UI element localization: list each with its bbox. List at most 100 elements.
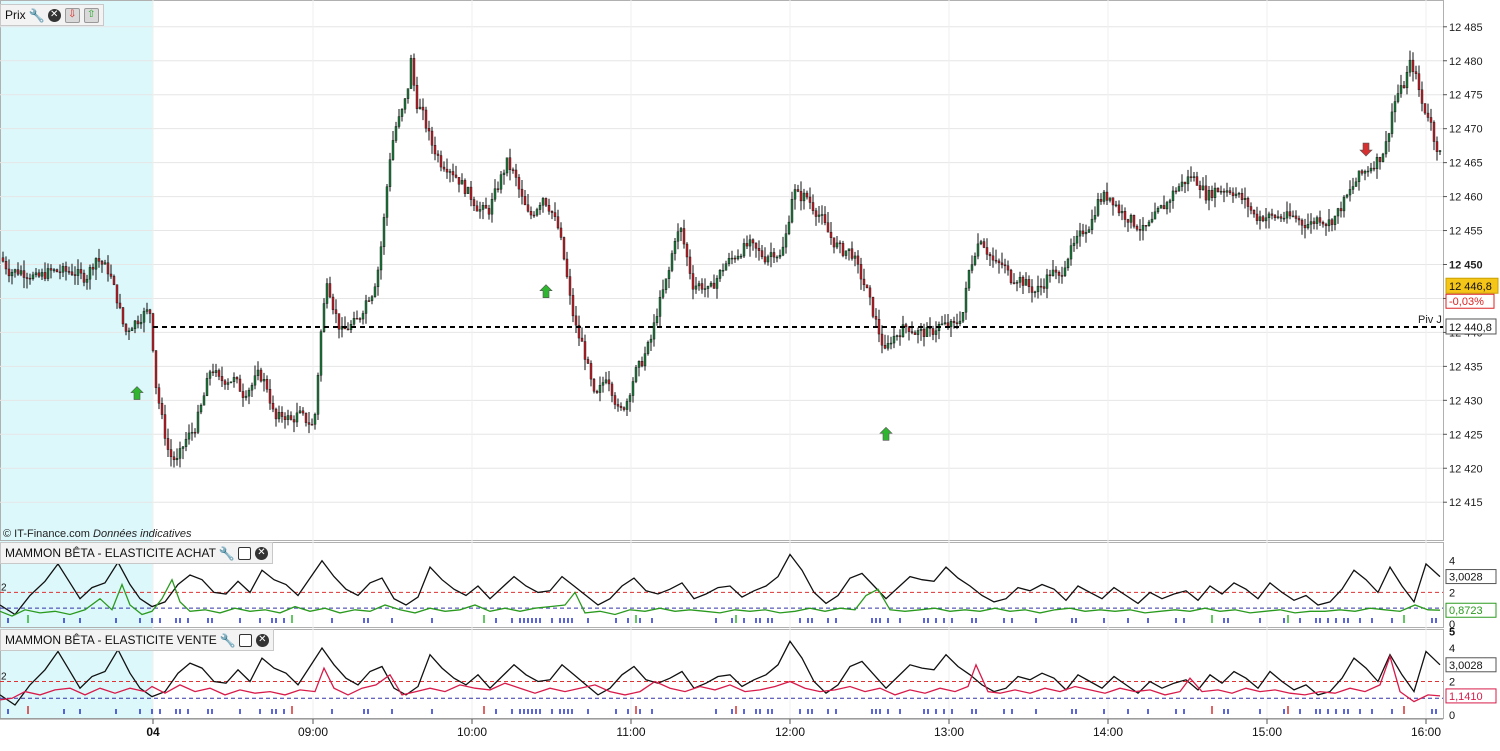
candle-body — [1384, 141, 1388, 155]
vente-series-line — [0, 654, 1441, 703]
candle-body — [703, 288, 707, 290]
candle-body — [70, 271, 74, 275]
close-icon[interactable]: ✕ — [255, 633, 269, 647]
candle-body — [997, 260, 1001, 264]
candle-body — [616, 404, 620, 407]
candle-body — [841, 243, 845, 256]
candle-body — [742, 243, 746, 257]
candle-body — [58, 271, 62, 274]
candle-body — [700, 283, 704, 290]
candle-body — [967, 270, 971, 289]
candle-body — [739, 255, 743, 258]
price-tick-label: 12 455 — [1449, 226, 1483, 238]
candle-body — [895, 335, 899, 337]
candle-body — [1390, 111, 1394, 134]
candle-body — [898, 335, 902, 338]
candle-body — [235, 377, 239, 380]
candle-body — [874, 316, 878, 320]
candle-body — [1342, 196, 1346, 212]
candle-body — [877, 319, 881, 335]
candle-body — [274, 408, 278, 420]
candle-body — [100, 261, 104, 265]
candle-body — [1336, 208, 1340, 217]
candle-body — [1414, 71, 1418, 74]
candle-body — [1366, 170, 1370, 173]
candle-body — [421, 106, 425, 111]
candle-body — [49, 268, 53, 271]
candle-body — [136, 320, 140, 325]
price-tick-label: 12 460 — [1449, 192, 1483, 204]
candle-body — [1156, 208, 1160, 213]
candle-body — [802, 192, 806, 202]
candle-body — [784, 233, 788, 248]
candle-body — [823, 214, 827, 223]
candle-body — [514, 169, 518, 178]
price-tick-label: 12 420 — [1449, 463, 1483, 475]
change-label: -0,03% — [1449, 296, 1484, 308]
candle-body — [628, 395, 632, 402]
candle-body — [205, 378, 209, 396]
candle-body — [1015, 282, 1019, 284]
candle-body — [604, 379, 608, 383]
price-tick-label: 12 415 — [1449, 497, 1483, 509]
candle-body — [553, 212, 557, 217]
close-icon[interactable]: ✕ — [254, 546, 268, 560]
candle-body — [793, 189, 797, 200]
candle-body — [940, 323, 944, 326]
candle-body — [568, 276, 572, 296]
candle-body — [838, 242, 842, 245]
vente-panel-title: MAMMON BÊTA - ELASTICITE VENTE — [5, 633, 217, 647]
candle-body — [499, 174, 503, 190]
candle-body — [142, 311, 146, 323]
candle-body — [121, 307, 125, 325]
wrench-icon[interactable]: 🔧 — [218, 545, 236, 561]
candle-body — [55, 269, 59, 273]
candle-body — [922, 328, 926, 337]
candle-body — [370, 296, 374, 301]
candle-body — [589, 363, 593, 380]
candle-body — [1279, 216, 1283, 219]
candle-body — [1180, 181, 1184, 187]
candle-body — [217, 370, 221, 377]
price-tick-label: 12 475 — [1449, 90, 1483, 102]
close-icon[interactable]: ✕ — [47, 8, 61, 22]
candle-body — [16, 269, 20, 275]
vente-panel-toolbar: MAMMON BÊTA - ELASTICITE VENTE 🔧 ✕ — [0, 629, 274, 651]
candle-body — [1129, 215, 1133, 223]
candle-body — [586, 359, 590, 364]
candle-body — [769, 252, 773, 257]
candle-body — [652, 322, 656, 340]
price-tick-label: 12 450 — [1449, 260, 1483, 272]
candle-body — [1111, 197, 1115, 206]
candle-body — [1273, 215, 1277, 219]
candle-body — [1423, 103, 1427, 114]
candle-body — [1132, 215, 1136, 227]
wrench-icon[interactable]: 🔧 — [219, 632, 236, 648]
window-icon[interactable] — [238, 633, 252, 647]
candle-body — [766, 256, 770, 263]
vente-tick-label: 4 — [1449, 643, 1455, 655]
candle-body — [1387, 133, 1391, 142]
candle-body — [1402, 85, 1406, 89]
window-icon[interactable] — [237, 546, 251, 560]
arrow-up-icon[interactable]: ⇧ — [83, 7, 99, 23]
candle-body — [229, 381, 233, 383]
candle-body — [1114, 204, 1118, 207]
candle-body — [526, 204, 530, 212]
candle-body — [1270, 213, 1274, 216]
candle-body — [592, 378, 596, 392]
candle-body — [949, 320, 953, 328]
candle-body — [889, 342, 893, 345]
arrow-down-icon[interactable]: ⇩ — [64, 7, 80, 23]
wrench-icon[interactable]: 🔧 — [28, 7, 45, 23]
candle-body — [1327, 219, 1331, 227]
achat-value-label: 0,8723 — [1449, 605, 1483, 617]
candle-body — [1195, 176, 1199, 186]
candle-body — [454, 174, 458, 178]
candle-body — [1186, 176, 1190, 185]
candle-body — [622, 407, 626, 410]
candle-body — [538, 205, 542, 210]
candle-body — [601, 382, 605, 386]
candle-body — [1282, 217, 1286, 220]
candle-body — [1090, 218, 1094, 230]
